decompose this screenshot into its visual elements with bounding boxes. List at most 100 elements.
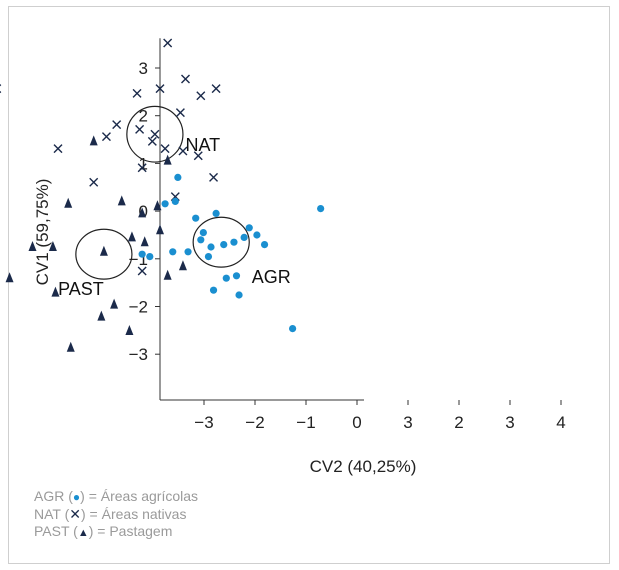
nat-point	[181, 74, 190, 84]
nat-point	[193, 151, 203, 161]
past-point	[51, 286, 60, 297]
y-tick-label: −2	[129, 298, 148, 317]
legend-past-text: ) = Pastagem	[88, 523, 173, 539]
tick-labels: −3−2−1032343210−1−2−3	[129, 59, 566, 432]
agr-point	[174, 173, 182, 181]
nat-point	[132, 88, 142, 98]
agr-point	[240, 233, 248, 241]
agr-point	[212, 209, 220, 217]
nat-point	[89, 177, 99, 187]
agr-point	[245, 224, 253, 232]
agr-point	[222, 274, 230, 282]
nat-point	[112, 120, 122, 130]
group-circle-agr	[192, 216, 250, 268]
agr-point	[260, 241, 269, 249]
y-tick-label: −3	[129, 345, 148, 364]
nat-point	[150, 129, 160, 139]
past-point	[99, 245, 108, 256]
agr-point	[317, 205, 325, 213]
past-point	[5, 272, 14, 283]
legend-past: PAST (▲) = Pastagem	[34, 523, 198, 542]
y-tick-label: 1	[139, 154, 148, 173]
group-label-past: PAST	[58, 279, 104, 299]
x-tick-label: 3	[505, 413, 514, 432]
nat-point	[155, 84, 165, 94]
past-point	[156, 224, 164, 235]
nat-point	[53, 144, 63, 154]
past-point	[138, 207, 147, 218]
past-point	[153, 200, 162, 211]
agr-point	[138, 250, 146, 258]
agr-point	[184, 248, 192, 256]
dot-icon: ●	[72, 490, 81, 504]
nat-point	[196, 91, 206, 101]
data-points	[0, 38, 325, 352]
past-point	[125, 325, 134, 335]
group-circle-past	[75, 228, 133, 280]
agr-point	[146, 253, 154, 261]
nat-point	[147, 136, 157, 146]
x-tick-label: −2	[245, 413, 264, 432]
x-tick-label: −3	[194, 413, 213, 432]
x-axis-label: CV2 (40,25%)	[310, 457, 417, 476]
group-label-agr: AGR	[252, 267, 291, 287]
nat-point	[160, 144, 170, 154]
past-point	[48, 241, 57, 251]
group-label-nat: NAT	[186, 135, 221, 155]
past-point	[97, 310, 106, 321]
triangle-icon: ▲	[77, 527, 89, 539]
x-tick-label: 0	[352, 413, 361, 432]
group-circles	[75, 105, 250, 280]
past-point	[110, 298, 119, 309]
axes	[159, 38, 364, 401]
cross-icon: ✕	[69, 506, 81, 522]
nat-point	[175, 108, 185, 118]
nat-point	[0, 84, 2, 94]
nat-point	[137, 266, 147, 276]
y-axis-label: CV1 (59,75%)	[33, 179, 52, 286]
past-point	[140, 236, 149, 247]
agr-point	[171, 197, 179, 205]
y-tick-label: 3	[139, 59, 148, 78]
nat-point	[163, 38, 173, 48]
past-point	[64, 197, 73, 208]
agr-point	[199, 229, 207, 237]
past-point	[28, 241, 37, 251]
legend-nat: NAT (✕) = Áreas nativas	[34, 506, 198, 523]
nat-point	[211, 84, 221, 94]
legend-agr-prefix: AGR (	[34, 488, 73, 504]
x-tick-label: −1	[296, 413, 315, 432]
past-point	[117, 195, 126, 206]
agr-point	[204, 253, 213, 261]
past-point	[178, 260, 187, 271]
legend: AGR (●) = Áreas agrícolas NAT (✕) = Área…	[34, 488, 198, 542]
past-point	[163, 269, 172, 280]
nat-point	[101, 132, 111, 142]
agr-point	[289, 325, 297, 333]
chart-frame	[8, 6, 610, 564]
agr-point	[207, 243, 215, 251]
past-point	[127, 231, 136, 242]
past-point	[66, 341, 75, 352]
x-tick-label: 3	[403, 413, 412, 432]
legend-nat-text: ) = Áreas nativas	[81, 506, 187, 522]
agr-point	[169, 248, 177, 256]
past-point	[163, 154, 172, 165]
legend-nat-prefix: NAT (	[34, 506, 70, 522]
nat-point	[209, 172, 219, 182]
agr-point	[220, 241, 228, 249]
x-tick-label: 4	[556, 413, 565, 432]
agr-point	[232, 272, 241, 280]
legend-agr-text: ) = Áreas agrícolas	[80, 488, 199, 504]
agr-point	[197, 236, 205, 244]
legend-agr: AGR (●) = Áreas agrícolas	[34, 488, 198, 506]
nat-point	[178, 146, 188, 156]
agr-point	[230, 238, 238, 246]
agr-point	[235, 291, 243, 299]
group-labels: NAT AGR PAST	[58, 135, 291, 299]
x-tick-label: 2	[454, 413, 463, 432]
nat-point	[137, 163, 147, 173]
agr-point	[209, 286, 218, 294]
nat-point	[135, 124, 145, 134]
